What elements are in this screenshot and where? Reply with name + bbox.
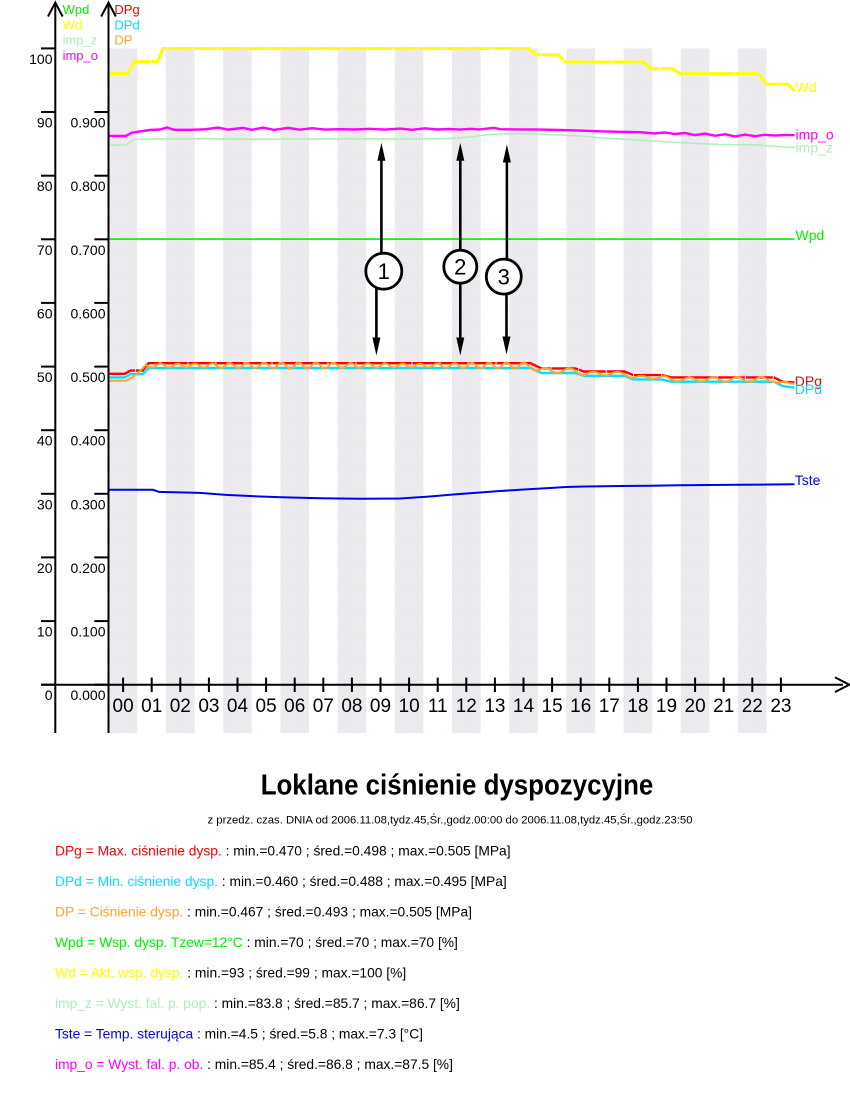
svg-text:imp_z: imp_z: [63, 33, 98, 48]
svg-text:01: 01: [141, 696, 162, 717]
svg-text:60: 60: [37, 305, 53, 321]
svg-text:12: 12: [456, 696, 477, 717]
svg-text:10: 10: [399, 696, 420, 717]
svg-text:imp_o: imp_o: [796, 127, 834, 143]
svg-text:0.100: 0.100: [70, 624, 105, 640]
svg-text:13: 13: [484, 696, 505, 717]
svg-text:imp_z = Wyst. fal. p. pop. : m: imp_z = Wyst. fal. p. pop. : min.=83.8 ;…: [55, 996, 460, 1011]
svg-text:20: 20: [37, 560, 53, 576]
svg-text:80: 80: [37, 178, 53, 194]
svg-text:Wpd = Wsp. dysp. Tzew=12°C : m: Wpd = Wsp. dysp. Tzew=12°C : min.=70 ; ś…: [55, 935, 458, 950]
svg-text:imp_o: imp_o: [63, 48, 98, 63]
svg-text:11: 11: [428, 696, 448, 717]
svg-text:Wpd: Wpd: [796, 227, 825, 243]
svg-text:16: 16: [570, 696, 591, 717]
svg-text:Wd = Akt. wsp. dysp. : min.=93: Wd = Akt. wsp. dysp. : min.=93 ; śred.=9…: [55, 965, 406, 980]
svg-text:22: 22: [742, 696, 763, 717]
svg-text:0.300: 0.300: [70, 496, 105, 512]
svg-text:21: 21: [713, 696, 734, 717]
svg-text:2: 2: [454, 255, 466, 280]
svg-text:0.500: 0.500: [70, 369, 105, 385]
svg-text:08: 08: [341, 696, 362, 717]
svg-text:05: 05: [256, 696, 277, 717]
svg-text:18: 18: [627, 696, 648, 717]
svg-text:DPd: DPd: [795, 381, 822, 397]
svg-text:04: 04: [227, 696, 249, 717]
svg-text:3: 3: [498, 265, 510, 290]
svg-text:40: 40: [37, 433, 53, 449]
svg-text:07: 07: [313, 696, 334, 717]
svg-text:Loklane ciśnienie dyspozycyjne: Loklane ciśnienie dyspozycyjne: [261, 770, 654, 802]
svg-text:DP = Ciśnienie dysp. : min.=0.: DP = Ciśnienie dysp. : min.=0.467 ; śred…: [55, 904, 472, 919]
svg-text:DPd = Min. ciśnienie dysp. : m: DPd = Min. ciśnienie dysp. : min.=0.460 …: [55, 874, 507, 889]
svg-text:90: 90: [37, 115, 53, 131]
svg-text:0.700: 0.700: [70, 242, 105, 258]
svg-text:30: 30: [37, 496, 53, 512]
svg-text:02: 02: [170, 696, 191, 717]
svg-text:23: 23: [770, 696, 791, 717]
svg-text:15: 15: [542, 696, 563, 717]
svg-text:100: 100: [29, 51, 53, 67]
svg-text:Tste: Tste: [795, 472, 821, 488]
svg-text:14: 14: [513, 696, 535, 717]
svg-text:0.000: 0.000: [70, 687, 105, 703]
svg-text:0.400: 0.400: [70, 433, 105, 449]
svg-text:Wd: Wd: [796, 79, 817, 95]
svg-text:imp_o = Wyst. fal. p. ob. : mi: imp_o = Wyst. fal. p. ob. : min.=85.4 ; …: [55, 1057, 453, 1072]
svg-text:z przedz. czas. DNIA od 2006.1: z przedz. czas. DNIA od 2006.11.08,tydz.…: [208, 814, 693, 827]
svg-text:1: 1: [378, 259, 390, 284]
svg-text:Tste = Temp. sterująca : min.=: Tste = Temp. sterująca : min.=4.5 ; śred…: [55, 1026, 423, 1041]
svg-text:09: 09: [370, 696, 391, 717]
svg-text:DPg = Max. ciśnienie dysp. : m: DPg = Max. ciśnienie dysp. : min.=0.470 …: [55, 843, 511, 858]
svg-text:DP: DP: [114, 33, 132, 48]
svg-text:0.600: 0.600: [70, 305, 105, 321]
svg-text:19: 19: [656, 696, 677, 717]
svg-text:03: 03: [198, 696, 219, 717]
svg-text:0.900: 0.900: [70, 115, 105, 131]
svg-text:DPg: DPg: [114, 2, 139, 17]
svg-text:0: 0: [45, 687, 53, 703]
svg-text:70: 70: [37, 242, 53, 258]
svg-text:50: 50: [37, 369, 53, 385]
svg-text:0.800: 0.800: [70, 178, 105, 194]
svg-text:DPd: DPd: [114, 17, 139, 32]
svg-text:imp_z: imp_z: [796, 140, 833, 156]
svg-text:06: 06: [284, 696, 305, 717]
svg-text:DPg: DPg: [795, 373, 822, 389]
svg-text:Wpd: Wpd: [63, 2, 90, 17]
svg-text:20: 20: [685, 696, 706, 717]
svg-text:10: 10: [37, 624, 53, 640]
svg-text:0.200: 0.200: [70, 560, 105, 576]
svg-text:17: 17: [599, 696, 620, 717]
svg-text:Wd: Wd: [63, 17, 83, 32]
svg-text:00: 00: [113, 696, 134, 717]
